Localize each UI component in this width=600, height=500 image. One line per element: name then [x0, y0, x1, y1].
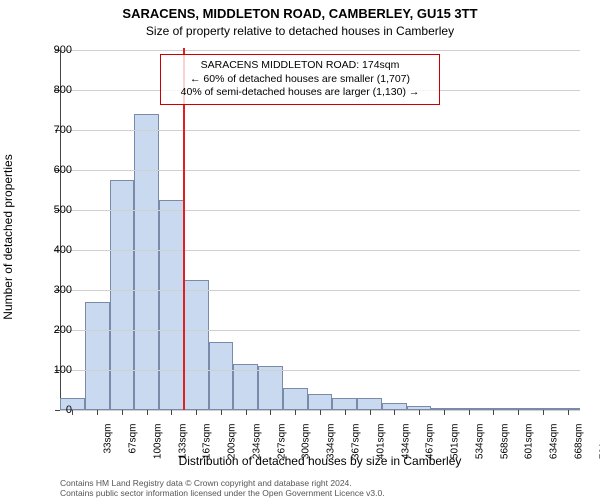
x-tick-label: 401sqm [375, 424, 386, 464]
x-tick-label: 501sqm [450, 424, 461, 464]
x-tick-label: 601sqm [524, 424, 535, 464]
histogram-bar [209, 342, 234, 410]
gridline [60, 330, 580, 331]
histogram-bar [332, 398, 357, 410]
histogram-bar [110, 180, 135, 410]
x-tick-mark [221, 410, 222, 415]
x-tick-mark [72, 410, 73, 415]
histogram-bar [85, 302, 110, 410]
histogram-bar [184, 280, 209, 410]
gridline [60, 290, 580, 291]
x-tick-mark [171, 410, 172, 415]
footer-line-2: Contains public sector information licen… [60, 488, 590, 498]
x-tick-label: 200sqm [227, 424, 238, 464]
x-tick-mark [419, 410, 420, 415]
annotation-line-2: ← 60% of detached houses are smaller (1,… [167, 73, 433, 87]
chart-title: SARACENS, MIDDLETON ROAD, CAMBERLEY, GU1… [0, 6, 600, 21]
x-tick-label: 367sqm [351, 424, 362, 464]
x-tick-label: 334sqm [326, 424, 337, 464]
histogram-bar [283, 388, 308, 410]
gridline [60, 250, 580, 251]
histogram-bar [308, 394, 333, 410]
x-tick-mark [97, 410, 98, 415]
x-tick-label: 568sqm [499, 424, 510, 464]
chart-subtitle: Size of property relative to detached ho… [0, 24, 600, 38]
x-tick-label: 133sqm [177, 424, 188, 464]
y-tick-label: 500 [42, 204, 72, 216]
gridline [60, 170, 580, 171]
y-tick-label: 200 [42, 324, 72, 336]
x-tick-mark [147, 410, 148, 415]
x-tick-label: 467sqm [425, 424, 436, 464]
y-tick-label: 900 [42, 44, 72, 56]
x-tick-mark [493, 410, 494, 415]
x-tick-mark [394, 410, 395, 415]
x-tick-label: 300sqm [301, 424, 312, 464]
x-tick-label: 67sqm [128, 424, 139, 464]
annotation-line-1: SARACENS MIDDLETON ROAD: 174sqm [167, 59, 433, 73]
gridline [60, 370, 580, 371]
y-tick-label: 800 [42, 84, 72, 96]
histogram-bar [382, 403, 407, 410]
x-tick-mark [370, 410, 371, 415]
y-axis-label: Number of detached properties [1, 154, 15, 319]
x-tick-label: 534sqm [474, 424, 485, 464]
x-tick-mark [122, 410, 123, 415]
footer-attribution: Contains HM Land Registry data © Crown c… [60, 478, 590, 498]
x-tick-mark [270, 410, 271, 415]
x-tick-mark [444, 410, 445, 415]
x-tick-mark [568, 410, 569, 415]
y-tick-label: 400 [42, 244, 72, 256]
footer-line-1: Contains HM Land Registry data © Crown c… [60, 478, 590, 488]
annotation-line-3: 40% of semi-detached houses are larger (… [167, 86, 433, 100]
annotation-box: SARACENS MIDDLETON ROAD: 174sqm ← 60% of… [160, 54, 440, 105]
y-tick-label: 700 [42, 124, 72, 136]
property-size-histogram: SARACENS, MIDDLETON ROAD, CAMBERLEY, GU1… [0, 0, 600, 500]
x-tick-mark [543, 410, 544, 415]
x-tick-mark [320, 410, 321, 415]
x-tick-mark [469, 410, 470, 415]
plot-area: SARACENS MIDDLETON ROAD: 174sqm ← 60% of… [60, 50, 580, 410]
y-tick-label: 300 [42, 284, 72, 296]
histogram-bar [258, 366, 283, 410]
x-tick-mark [345, 410, 346, 415]
x-tick-label: 234sqm [251, 424, 262, 464]
x-tick-label: 267sqm [276, 424, 287, 464]
x-tick-label: 33sqm [103, 424, 114, 464]
x-tick-label: 634sqm [549, 424, 560, 464]
x-tick-mark [196, 410, 197, 415]
x-tick-label: 434sqm [400, 424, 411, 464]
gridline [60, 130, 580, 131]
x-tick-mark [518, 410, 519, 415]
x-tick-mark [246, 410, 247, 415]
gridline [60, 210, 580, 211]
histogram-bar [134, 114, 159, 410]
x-tick-mark [295, 410, 296, 415]
histogram-bar [357, 398, 382, 410]
histogram-bar [159, 200, 184, 410]
y-tick-label: 600 [42, 164, 72, 176]
x-tick-label: 167sqm [202, 424, 213, 464]
x-tick-label: 668sqm [573, 424, 584, 464]
y-tick-label: 100 [42, 364, 72, 376]
x-tick-label: 100sqm [152, 424, 163, 464]
y-tick-label: 0 [42, 404, 72, 416]
gridline [60, 50, 580, 51]
